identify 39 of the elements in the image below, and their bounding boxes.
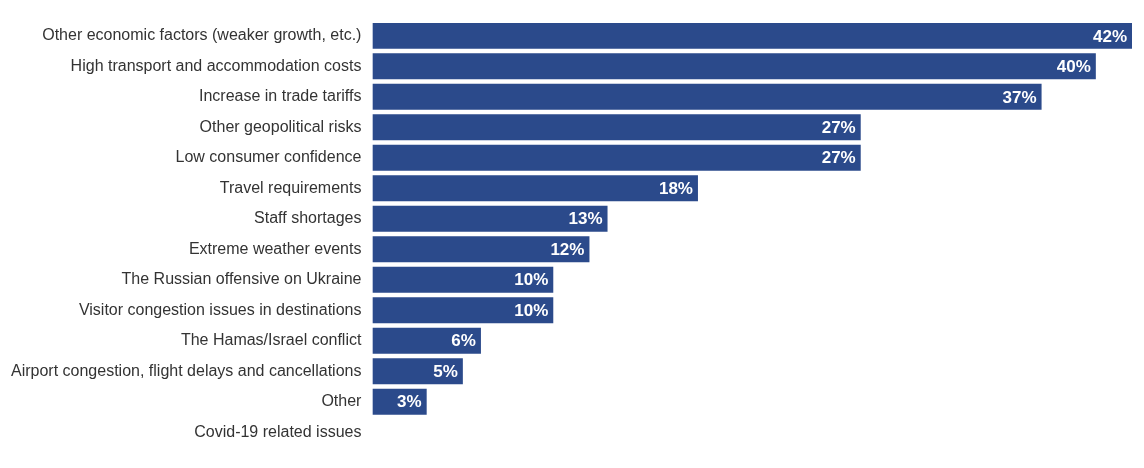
bar [372, 53, 1096, 80]
bar [372, 205, 608, 232]
bar [372, 144, 861, 171]
bar [372, 327, 481, 354]
bar [372, 266, 554, 293]
y-tick-label: The Russian offensive on Ukraine [121, 270, 362, 288]
y-tick-label: Travel requirements [219, 178, 362, 196]
y-tick-label: Airport congestion, flight delays and cancellations [10, 361, 362, 379]
data-label: 18% [658, 178, 693, 198]
y-tick-label: Visitor congestion issues in destinations [78, 300, 362, 318]
data-label: 13% [568, 209, 603, 229]
data-label: 3% [397, 392, 422, 412]
data-label: 40% [1056, 57, 1091, 77]
y-tick-label: Covid-19 related issues [194, 422, 362, 440]
y-tick-label: Staff shortages [254, 209, 362, 227]
y-tick-label: The Hamas/Israel conflict [180, 331, 362, 349]
y-tick-label: High transport and accommodation costs [70, 56, 362, 74]
bar [372, 236, 590, 263]
data-label: 10% [514, 270, 549, 290]
bar [372, 175, 698, 202]
y-tick-label: Other geopolitical risks [199, 117, 362, 135]
y-tick-label: Low consumer confidence [175, 148, 362, 166]
y-tick-label: Other [321, 392, 363, 410]
data-label: 12% [550, 239, 585, 259]
data-label: 5% [433, 361, 458, 381]
data-label: 37% [1002, 87, 1037, 107]
bar [372, 297, 554, 324]
data-label: 6% [451, 331, 476, 351]
data-label: 27% [821, 117, 856, 137]
bar [372, 83, 1042, 110]
bar [372, 358, 463, 385]
data-label: 42% [1092, 26, 1127, 46]
data-label: 10% [514, 300, 549, 320]
y-tick-label: Increase in trade tariffs [198, 87, 362, 105]
bar [372, 114, 861, 141]
y-tick-label: Other economic factors (weaker growth, etc.) [42, 26, 362, 44]
y-tick-label: Extreme weather events [188, 239, 362, 257]
bar [372, 22, 1132, 49]
data-label: 27% [821, 148, 856, 168]
